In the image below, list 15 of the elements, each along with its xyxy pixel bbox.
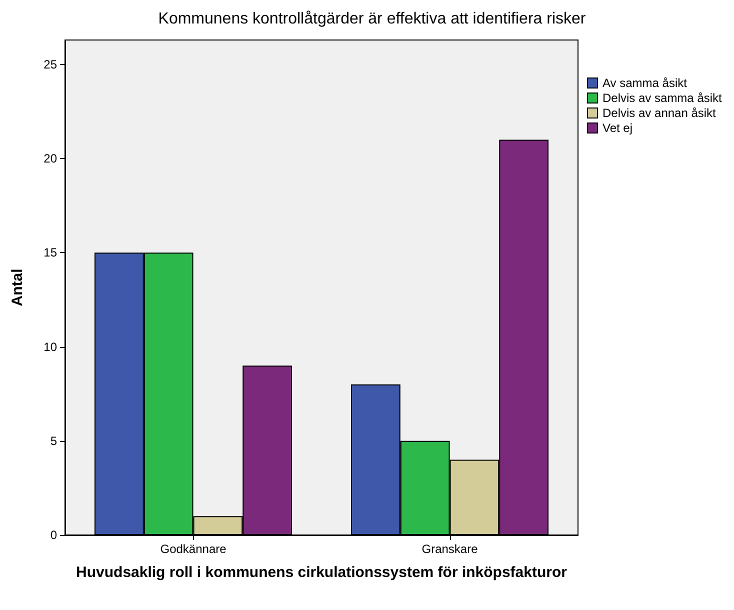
y-tick-label: 20 [44, 152, 58, 166]
legend-label: Delvis av samma åsikt [602, 91, 723, 105]
x-axis-title: Huvudsaklig roll i kommunens cirkulationssystem för inköpsfakturor [76, 564, 568, 581]
y-tick-label: 0 [50, 528, 58, 542]
x-tick-label: Granskare [422, 542, 478, 556]
x-tick-label: Godkännare [160, 542, 227, 556]
legend-label: Vet ej [602, 121, 633, 135]
y-tick-label: 25 [44, 57, 58, 72]
y-tick-label: 15 [44, 246, 58, 260]
legend-label: Av samma åsikt [602, 76, 688, 90]
y-tick-label: 5 [50, 434, 58, 448]
chart-title: Kommunens kontrollåtgärder är effektiva att identifiera risker [158, 10, 586, 28]
y-tick-label: 10 [44, 340, 58, 354]
y-axis-title: Antal [9, 268, 26, 306]
legend-label: Delvis av annan åsikt [602, 106, 717, 120]
